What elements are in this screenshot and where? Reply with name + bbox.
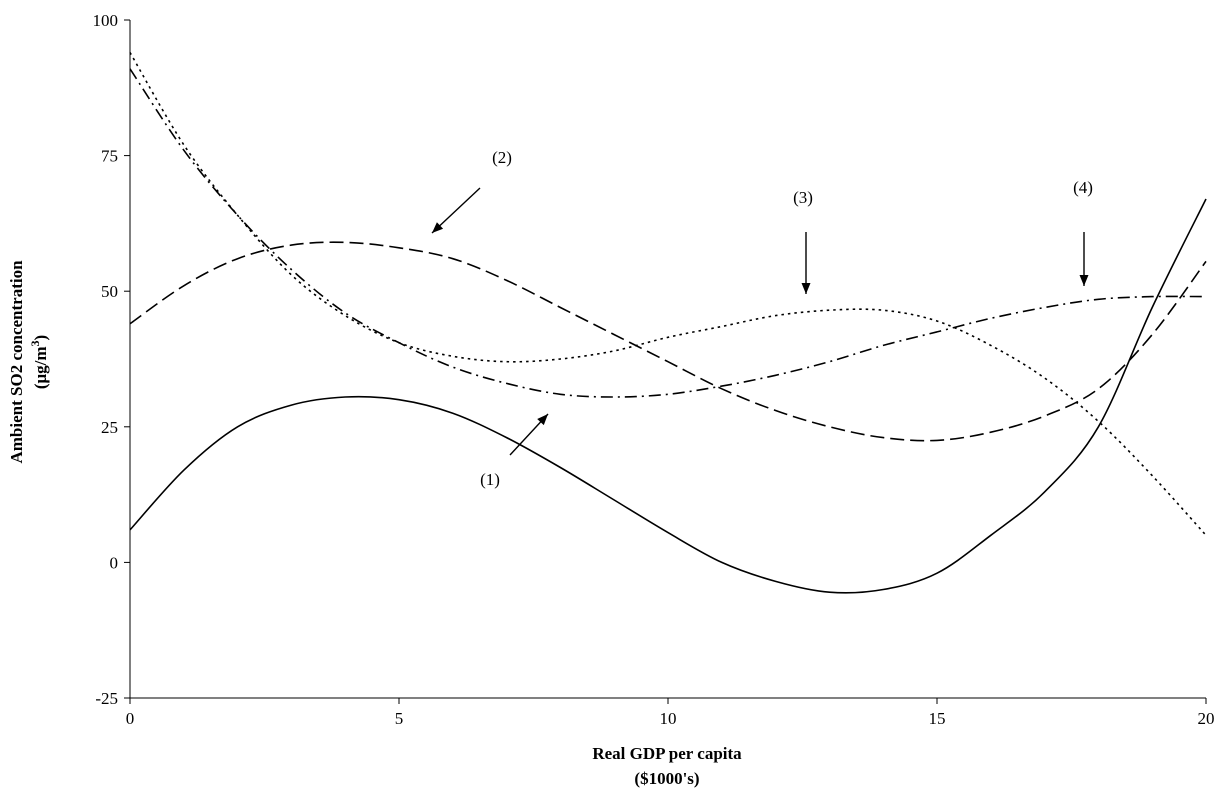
series-line-3 bbox=[129, 52, 1207, 536]
y-tick-label: -25 bbox=[95, 689, 118, 708]
annotations: (1) (2) (3) (4) bbox=[431, 148, 1093, 489]
annotation-label-4: (4) bbox=[1073, 178, 1093, 197]
annotation-arrowhead-4 bbox=[1079, 275, 1089, 286]
y-axis-unit-group: (μg/m3) bbox=[28, 335, 50, 389]
x-tick-label: 5 bbox=[395, 709, 404, 728]
x-tick-label: 0 bbox=[126, 709, 135, 728]
series-line-4 bbox=[129, 68, 1207, 398]
annotation-label-2: (2) bbox=[492, 148, 512, 167]
annotation-label-1: (1) bbox=[480, 470, 500, 489]
axes bbox=[129, 20, 1206, 699]
y-tick-label: 50 bbox=[101, 282, 118, 301]
y-axis-unit: (μg/m3) bbox=[28, 335, 50, 389]
x-tick-label: 20 bbox=[1198, 709, 1215, 728]
y-tick-label: 100 bbox=[93, 11, 119, 30]
annotation-arrowhead-1 bbox=[537, 414, 548, 426]
series-line-2 bbox=[129, 241, 1207, 442]
y-axis-title: Ambient SO2 concentration bbox=[7, 260, 26, 464]
ticks: -25 0 25 50 75 100 0 5 10 15 20 bbox=[93, 11, 1215, 728]
series-group bbox=[129, 52, 1207, 594]
y-tick-label: 75 bbox=[101, 147, 118, 166]
y-tick-label: 25 bbox=[101, 418, 118, 437]
annotation-arrowhead-2 bbox=[432, 222, 444, 233]
x-tick-label: 10 bbox=[660, 709, 677, 728]
annotation-arrowhead-3 bbox=[801, 283, 811, 294]
x-axis-title: Real GDP per capita bbox=[592, 744, 742, 763]
x-tick-label: 15 bbox=[929, 709, 946, 728]
annotation-label-3: (3) bbox=[793, 188, 813, 207]
y-axis-title-group: Ambient SO2 concentration bbox=[7, 260, 26, 464]
x-axis-unit: ($1000's) bbox=[634, 769, 699, 788]
series-line-1 bbox=[129, 198, 1207, 594]
y-axis-unit-superscript: 3 bbox=[28, 340, 42, 346]
y-tick-label: 0 bbox=[110, 553, 119, 572]
